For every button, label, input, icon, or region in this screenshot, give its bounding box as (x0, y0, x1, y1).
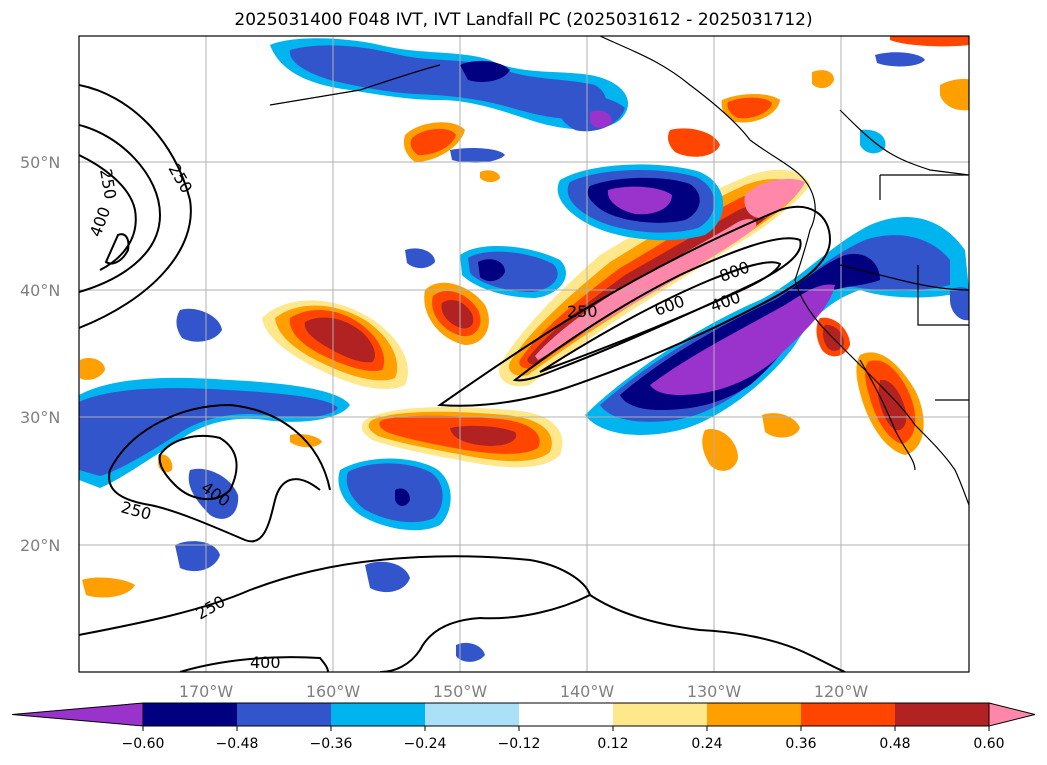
ivt-contour (589, 594, 846, 672)
lon-label: 120°W (814, 682, 869, 701)
positive-pc-region (304, 317, 375, 363)
lat-label: 50°N (20, 153, 60, 172)
colorbar-tick-label: 0.24 (691, 736, 722, 752)
ivt-contour (437, 205, 832, 407)
ivt-contours (79, 84, 846, 672)
positive-pc-region (80, 358, 105, 380)
positive-pc-region (450, 425, 517, 446)
colorbar-segment (331, 703, 425, 726)
positive-pc-region (410, 128, 456, 156)
positive-pc-region (480, 170, 500, 183)
colorbar-tick-label: −0.24 (404, 736, 447, 752)
colorbar-tick-label: 0.48 (879, 736, 910, 752)
ivt-contour (79, 154, 137, 271)
lon-label: 160°W (306, 682, 361, 701)
negative-pc-region (478, 259, 505, 282)
colorbar-tick-label: −0.12 (498, 736, 541, 752)
map-title: 2025031400 F048 IVT, IVT Landfall PC (20… (234, 10, 813, 30)
negative-pc-region (346, 463, 443, 523)
colorbar-tick-label: 0.12 (597, 736, 628, 752)
positive-pc-region (667, 128, 720, 157)
contour-label: 250 (567, 302, 598, 321)
negative-pc-region (875, 52, 925, 67)
colorbar-segment (237, 703, 331, 726)
ivt-contour (158, 434, 238, 501)
lon-label: 170°W (179, 682, 234, 701)
map-frame (78, 35, 970, 673)
positive-pc-region (940, 78, 969, 111)
colorbar-frame (142, 702, 990, 727)
negative-pc-region (395, 488, 410, 506)
positive-pc-region (890, 36, 969, 47)
colorbar: −0.60 −0.48 −0.36 −0.24 −0.12 0.12 0.24 0.36 0.4… (11, 702, 1036, 752)
lon-label: 130°W (687, 682, 742, 701)
colorbar-segment (801, 703, 895, 726)
colorbar-segment (707, 703, 801, 726)
negative-pc-region (79, 388, 338, 476)
lat-label: 30°N (20, 408, 60, 427)
negative-pc-region (650, 284, 835, 395)
coastlines (269, 36, 969, 506)
colorbar-tick-label: −0.36 (310, 736, 353, 752)
positive-pc-region (441, 300, 474, 329)
ivt-contour (179, 656, 329, 672)
colorbar-tick-label: −0.48 (216, 736, 259, 752)
positive-pc-region (744, 178, 805, 219)
colorbar-segment (519, 703, 613, 726)
negative-pc-region (450, 147, 505, 163)
colorbar-tick-label: 0.36 (785, 736, 816, 752)
positive-pc-region (878, 379, 907, 431)
contour-label: 400 (250, 653, 281, 672)
colorbar-extend-max (988, 702, 1036, 727)
colorbar-segment (425, 703, 519, 726)
negative-pc-region (456, 642, 485, 662)
colorbar-segment (613, 703, 707, 726)
negative-pc-region (289, 45, 606, 120)
negative-pc-region (950, 287, 969, 321)
negative-pc-region (460, 60, 510, 82)
colorbar-segment (895, 703, 989, 726)
longitude-labels: 170°W 160°W 150°W 140°W 130°W 120°W (179, 682, 869, 701)
colorbar-tick-label: 0.60 (973, 736, 1004, 752)
positive-pc-region (812, 70, 834, 89)
latitude-labels: 50°N 40°N 30°N 20°N (20, 153, 60, 555)
negative-pc-region (590, 110, 612, 128)
colorbar-extend-min (11, 702, 144, 727)
negative-pc-region (188, 468, 239, 519)
ivt-contour (539, 261, 782, 373)
colorbar-tick-label: −0.60 (122, 736, 165, 752)
colorbar-segment (143, 703, 237, 726)
lon-label: 140°W (560, 682, 615, 701)
ivt-contour (79, 84, 192, 329)
negative-pc-region (405, 248, 435, 269)
ivt-contour (79, 555, 592, 672)
ivt-contour (108, 403, 331, 543)
lon-label: 150°W (433, 682, 488, 701)
negative-pc-region (607, 186, 672, 215)
lat-label: 20°N (20, 536, 60, 555)
positive-pc-region (727, 97, 772, 119)
positive-pc-region (702, 429, 738, 471)
negative-pc-region (175, 541, 220, 572)
positive-pc-region (762, 413, 800, 438)
ivt-contour (512, 237, 802, 382)
lat-label: 40°N (20, 281, 60, 300)
negative-pc-region (365, 561, 410, 593)
negative-pc-region (176, 308, 222, 342)
positive-pc-region (82, 577, 135, 598)
ivt-contour (79, 124, 162, 293)
map-panel: 250 250 400 250 400 250 600 800 400 250 … (78, 35, 970, 673)
